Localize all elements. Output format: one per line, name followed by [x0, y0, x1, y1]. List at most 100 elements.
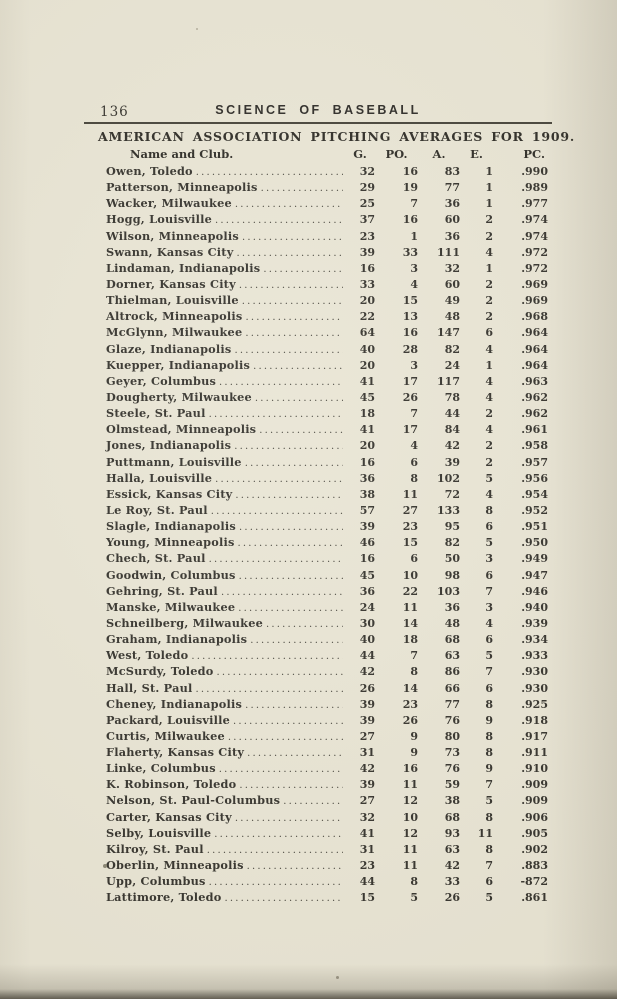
dot-leader [191, 649, 343, 662]
putouts-value: 14 [402, 681, 418, 695]
dot-leader [228, 730, 343, 743]
table-row: Puttmann, Louisville 16 6 39 2 .957 [85, 455, 548, 471]
percentage-value: .964 [521, 358, 548, 372]
games-value: 45 [359, 568, 375, 582]
putouts-value: 22 [402, 584, 418, 598]
player-name: Puttmann, Louisville [106, 454, 242, 469]
assists-value: 68 [444, 633, 460, 647]
putouts-value: 9 [410, 746, 418, 760]
name-cell: Olmstead, Minneapolis [85, 422, 345, 436]
dot-leader [242, 230, 343, 243]
errors-value: 4 [485, 390, 493, 404]
games-value: 20 [359, 358, 375, 372]
dot-leader [238, 536, 343, 549]
dot-leader [234, 439, 343, 452]
percentage-value: .950 [521, 536, 548, 550]
games-value: 25 [359, 197, 375, 211]
percentage-value: .910 [521, 762, 548, 776]
games-value: 32 [359, 165, 375, 178]
header-rule [84, 122, 552, 124]
errors-value: 4 [485, 374, 493, 388]
dot-leader [219, 375, 343, 388]
percentage-value: .930 [521, 665, 548, 679]
name-cell: Essick, Kansas City [85, 487, 345, 501]
table-row: McSurdy, Toledo 42 8 86 7 .930 [85, 664, 548, 680]
assists-value: 60 [444, 277, 460, 291]
games-value: 40 [359, 633, 375, 647]
dot-leader [239, 569, 343, 582]
name-cell: Slagle, Indianapolis [85, 519, 345, 533]
errors-value: 2 [485, 407, 493, 421]
dot-leader [237, 246, 344, 259]
putouts-value: 7 [410, 197, 418, 211]
assists-value: 60 [444, 213, 460, 227]
putouts-value: 3 [410, 358, 418, 372]
scan-speck [336, 976, 339, 979]
assists-value: 49 [444, 294, 460, 308]
table-row: West, Toledo 44 7 63 5 .933 [85, 648, 548, 664]
assists-value: 83 [444, 165, 460, 178]
errors-value: 3 [485, 552, 493, 566]
name-cell: Hall, St. Paul [85, 681, 345, 695]
putouts-value: 23 [402, 520, 418, 534]
percentage-value: .925 [521, 697, 548, 711]
assists-value: 33 [444, 875, 460, 889]
dot-leader [221, 585, 343, 598]
name-cell: Dorner, Kansas City [85, 277, 345, 291]
games-value: 41 [359, 826, 375, 840]
player-name: Kuepper, Indianapolis [106, 357, 251, 372]
name-cell: Cheney, Indianapolis [85, 697, 345, 711]
dot-leader [245, 456, 343, 469]
dot-leader [239, 278, 343, 291]
putouts-value: 14 [402, 616, 418, 630]
errors-value: 8 [485, 729, 493, 743]
table-row: Dougherty, Milwaukee 45 26 78 4 .962 [85, 390, 548, 406]
percentage-value: .906 [521, 810, 548, 824]
name-cell: Manske, Milwaukee [85, 600, 345, 614]
percentage-value: .956 [521, 471, 548, 485]
table-row: Curtis, Milwaukee 27 9 80 8 .917 [85, 729, 548, 745]
table-row: Slagle, Indianapolis 39 23 95 6 .951 [85, 519, 548, 535]
games-value: 22 [359, 310, 375, 324]
player-name: Hogg, Louisville [106, 212, 213, 227]
errors-value: 2 [485, 455, 493, 469]
table-title: AMERICAN ASSOCIATION PITCHING AVERAGES F… [98, 129, 576, 144]
name-cell: Patterson, Minneapolis [85, 180, 345, 194]
games-value: 42 [359, 762, 375, 776]
errors-value: 8 [485, 810, 493, 824]
assists-value: 39 [444, 455, 460, 469]
putouts-value: 26 [402, 390, 418, 404]
column-header-name-club: Name and Club. [130, 147, 234, 161]
player-name: Thielman, Louisville [106, 293, 239, 308]
putouts-value: 16 [402, 326, 418, 340]
table-row: Geyer, Columbus 41 17 117 4 .963 [85, 374, 548, 390]
dot-leader [209, 875, 343, 888]
putouts-value: 27 [402, 503, 418, 517]
putouts-value: 11 [402, 487, 418, 501]
putouts-value: 4 [410, 277, 418, 291]
percentage-value: .977 [521, 197, 548, 211]
assists-value: 48 [444, 616, 460, 630]
table-row: Nelson, St. Paul-Columbus 27 12 38 5 .90… [85, 793, 548, 809]
name-cell: Oberlin, Minneapolis [85, 858, 345, 872]
name-cell: Nelson, St. Paul-Columbus [85, 793, 345, 807]
errors-value: 3 [485, 600, 493, 614]
errors-value: 4 [485, 245, 493, 259]
player-name: Curtis, Milwaukee [106, 728, 225, 743]
errors-value: 2 [485, 213, 493, 227]
games-value: 31 [359, 746, 375, 760]
percentage-value: .947 [521, 568, 548, 582]
name-cell: Puttmann, Louisville [85, 455, 345, 469]
player-name: Selby, Louisville [106, 825, 212, 840]
dot-leader [283, 794, 343, 807]
percentage-value: .961 [521, 423, 548, 437]
percentage-value: .917 [521, 729, 548, 743]
name-cell: McGlynn, Milwaukee [85, 325, 345, 339]
games-value: 30 [359, 616, 375, 630]
pitching-averages-table: AMERICAN ASSOCIATION PITCHING AVERAGES F… [85, 129, 576, 906]
games-value: 33 [359, 277, 375, 291]
table-body: Owen, Toledo 32 16 83 1 .990 Patterson, … [85, 164, 548, 906]
player-name: Dorner, Kansas City [106, 276, 236, 291]
table-row: Kilroy, St. Paul 31 11 63 8 .902 [85, 842, 548, 858]
putouts-value: 11 [402, 859, 418, 873]
